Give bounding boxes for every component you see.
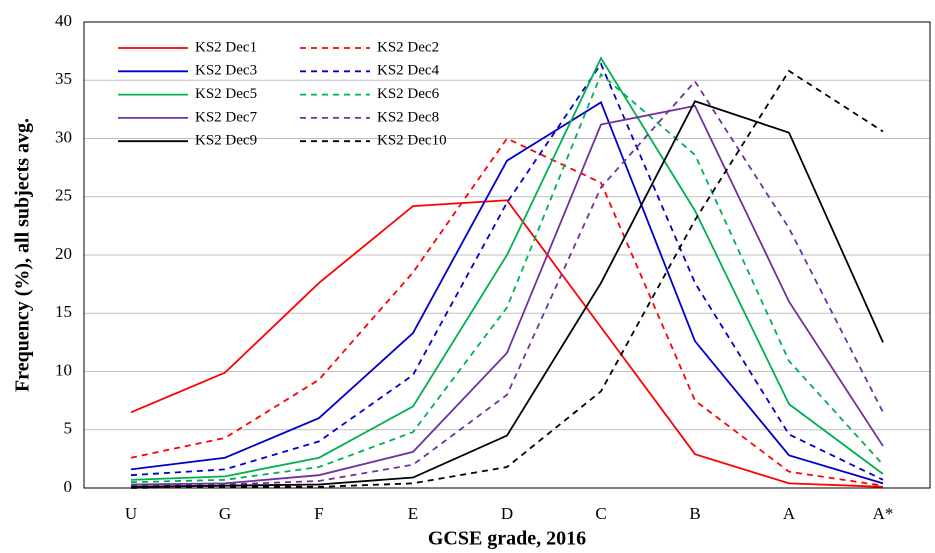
- x-tick-label: B: [689, 504, 700, 523]
- y-tick-label: 35: [55, 69, 72, 88]
- x-tick-label: G: [219, 504, 231, 523]
- legend-label: KS2 Dec1: [195, 39, 257, 55]
- y-tick-label: 25: [55, 186, 72, 205]
- y-tick-label: 30: [55, 127, 72, 146]
- x-tick-label: C: [595, 504, 606, 523]
- plot-border: [83, 21, 931, 489]
- legend-label: KS2 Dec3: [195, 63, 257, 79]
- legend-label: KS2 Dec10: [377, 133, 447, 149]
- legend-label: KS2 Dec4: [377, 63, 440, 79]
- x-tick-label: U: [125, 504, 137, 523]
- x-tick-label: A: [783, 504, 796, 523]
- data-line: [130, 56, 884, 481]
- data-line: [130, 72, 884, 484]
- data-line: [130, 137, 884, 487]
- y-tick-label: 15: [55, 302, 72, 321]
- y-tick-label: 40: [55, 11, 72, 30]
- y-tick-label: 0: [64, 477, 73, 496]
- x-tick-label: E: [408, 504, 418, 523]
- x-axis-title: GCSE grade, 2016: [428, 528, 586, 550]
- legend-label: KS2 Dec5: [195, 86, 257, 102]
- data-line: [130, 101, 884, 485]
- legend-label: KS2 Dec8: [377, 109, 439, 125]
- x-tick-label: D: [501, 504, 513, 523]
- legend-label: KS2 Dec7: [195, 109, 258, 125]
- legend-label: KS2 Dec6: [377, 86, 440, 102]
- x-tick-label: F: [314, 504, 323, 523]
- x-tick-label: A*: [873, 504, 894, 523]
- data-line: [130, 100, 884, 488]
- legend-label: KS2 Dec2: [377, 39, 439, 55]
- legend-label: KS2 Dec9: [195, 133, 257, 149]
- data-line: [130, 79, 884, 487]
- y-axis-title: Frequency (%), all subjects avg.: [12, 118, 34, 392]
- data-line: [130, 69, 884, 489]
- y-tick-label: 10: [55, 360, 72, 379]
- y-tick-label: 20: [55, 244, 72, 263]
- data-line: [130, 104, 884, 486]
- y-tick-label: 5: [64, 419, 73, 438]
- data-line: [130, 199, 884, 488]
- data-line: [130, 62, 884, 481]
